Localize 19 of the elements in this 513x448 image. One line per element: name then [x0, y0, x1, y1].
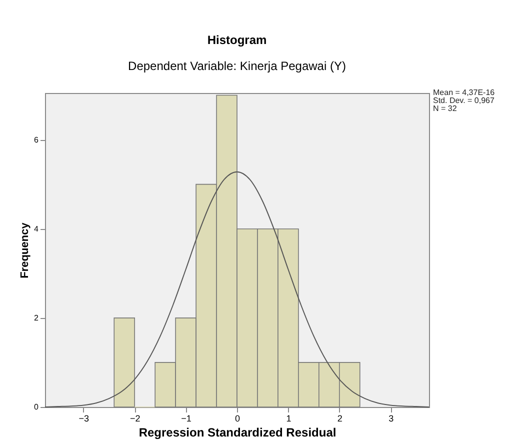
chart-title: Histogram — [207, 33, 267, 47]
y-tick-label: 0 — [34, 402, 40, 412]
x-axis-title: Regression Standardized Residual — [138, 426, 336, 440]
y-tick-label: 6 — [34, 135, 40, 144]
y-axis-title: Frequency — [19, 222, 32, 278]
text: N = 32 — [433, 104, 458, 113]
y-tick-label: 2 — [34, 313, 40, 322]
x-tick-label: −2 — [130, 414, 140, 424]
text: Mean = 4,37E-16 — [433, 88, 496, 97]
x-tick-label: 1 — [286, 414, 292, 424]
x-tick-label: 0 — [234, 414, 240, 424]
chart-subtitle: Dependent Variable: Kinerja Pegawai (Y) — [128, 59, 346, 73]
text: Std. Dev. = 0,967 — [433, 96, 495, 105]
y-tick-label: 4 — [34, 224, 40, 234]
x-tick-label: 3 — [388, 414, 394, 424]
x-tick-label: 2 — [337, 414, 342, 424]
line-series — [44, 171, 430, 408]
x-tick-label: −1 — [181, 414, 192, 424]
x-tick-label: −3 — [78, 414, 90, 424]
